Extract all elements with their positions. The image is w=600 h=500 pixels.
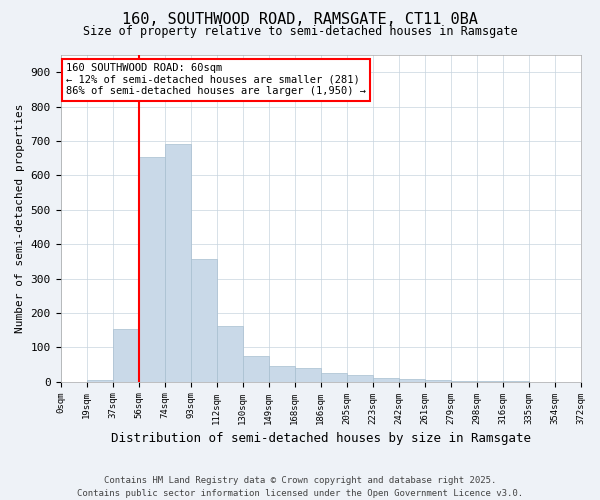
- Bar: [113, 330, 139, 382]
- Bar: [476, 381, 503, 382]
- Bar: [269, 366, 295, 382]
- Bar: [373, 378, 398, 382]
- Bar: [139, 157, 164, 382]
- Text: Size of property relative to semi-detached houses in Ramsgate: Size of property relative to semi-detach…: [83, 25, 517, 38]
- Bar: [164, 144, 191, 382]
- Bar: [217, 326, 242, 382]
- Y-axis label: Number of semi-detached properties: Number of semi-detached properties: [15, 104, 25, 333]
- Bar: [398, 379, 425, 382]
- Bar: [191, 259, 217, 382]
- Bar: [347, 375, 373, 382]
- Bar: [86, 380, 113, 382]
- Bar: [295, 368, 320, 382]
- Bar: [451, 380, 476, 382]
- Bar: [425, 380, 451, 382]
- Bar: [242, 356, 269, 382]
- Bar: [320, 373, 347, 382]
- Text: 160 SOUTHWOOD ROAD: 60sqm
← 12% of semi-detached houses are smaller (281)
86% of: 160 SOUTHWOOD ROAD: 60sqm ← 12% of semi-…: [66, 63, 366, 96]
- X-axis label: Distribution of semi-detached houses by size in Ramsgate: Distribution of semi-detached houses by …: [110, 432, 530, 445]
- Text: 160, SOUTHWOOD ROAD, RAMSGATE, CT11 0BA: 160, SOUTHWOOD ROAD, RAMSGATE, CT11 0BA: [122, 12, 478, 28]
- Text: Contains HM Land Registry data © Crown copyright and database right 2025.
Contai: Contains HM Land Registry data © Crown c…: [77, 476, 523, 498]
